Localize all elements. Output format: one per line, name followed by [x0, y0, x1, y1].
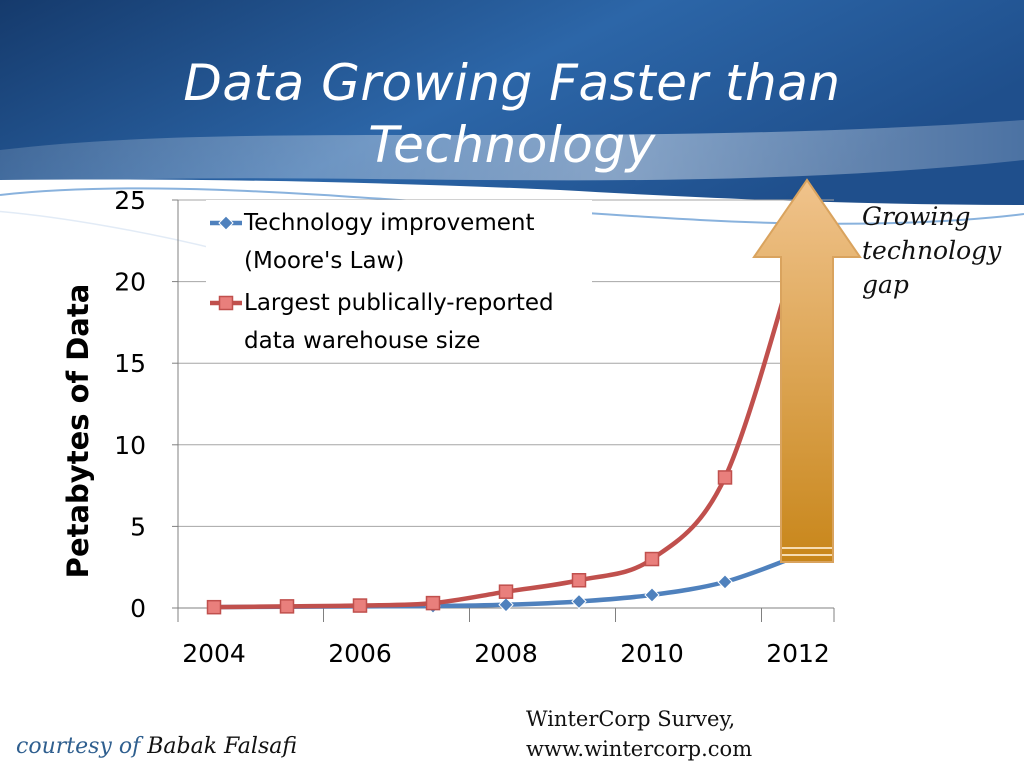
legend-swatch-marker: [218, 295, 234, 311]
legend: Technology improvement (Moore's Law) Large…: [206, 200, 592, 360]
header-swoosh: [0, 120, 1024, 185]
legend-box: [206, 200, 592, 360]
data-point: [425, 595, 441, 611]
header-swoosh-line: [0, 210, 221, 251]
data-point: [498, 597, 514, 613]
source-citation: WinterCorp Survey, www.wintercorp.com: [526, 707, 753, 761]
header-swoosh-line: [0, 187, 1024, 225]
legend-entry-text: (Moore's Law): [244, 248, 404, 274]
data-point: [206, 599, 222, 615]
data-point: [571, 593, 587, 610]
credit-line: courtesy of Babak Falsafi: [16, 734, 297, 759]
y-tick-label: 0: [130, 594, 146, 623]
data-point: [352, 598, 368, 613]
x-tick-label: 2010: [620, 639, 684, 668]
credit-prefix: courtesy of: [16, 734, 141, 759]
y-tick-label: 15: [114, 349, 146, 378]
x-tick-label: 2004: [182, 639, 246, 668]
title-line-1: Data Growing Faster than: [183, 54, 841, 112]
x-tick-label: 2008: [474, 639, 538, 668]
x-tick-label: 2006: [328, 639, 392, 668]
y-tick-label: 5: [130, 512, 146, 541]
data-point: [644, 587, 660, 603]
series-line: [213, 248, 801, 610]
legend-entry-text: Technology improvement: [243, 210, 534, 236]
y-tick-label: 25: [114, 186, 146, 215]
gap-arrow-group: [752, 178, 862, 563]
y-tick-label: 10: [114, 431, 146, 460]
data-point: [717, 574, 733, 590]
gap-arrow: [752, 178, 862, 563]
data-point: [644, 551, 660, 567]
y-axis-label: Petabytes of Data: [48, 283, 108, 579]
data-point: [571, 573, 587, 588]
title-line-2: Technology: [368, 116, 656, 174]
slide-title: Data Growing Faster than Technology: [0, 52, 1024, 176]
gap-annotation: Growing technology gap: [862, 202, 1002, 299]
legend-swatch-marker: [218, 215, 234, 231]
data-point: [717, 470, 733, 485]
credit-name: Babak Falsafi: [147, 734, 298, 759]
x-tick-label: 2012: [766, 639, 830, 668]
legend-entry-text: data warehouse size: [244, 328, 480, 354]
data-point: [498, 584, 514, 599]
y-axis-label-text: Petabytes of Data: [61, 283, 95, 579]
legend-entry-text: Largest publically-reported: [244, 290, 554, 316]
data-point: [279, 599, 295, 614]
y-tick-label: 20: [114, 268, 146, 297]
